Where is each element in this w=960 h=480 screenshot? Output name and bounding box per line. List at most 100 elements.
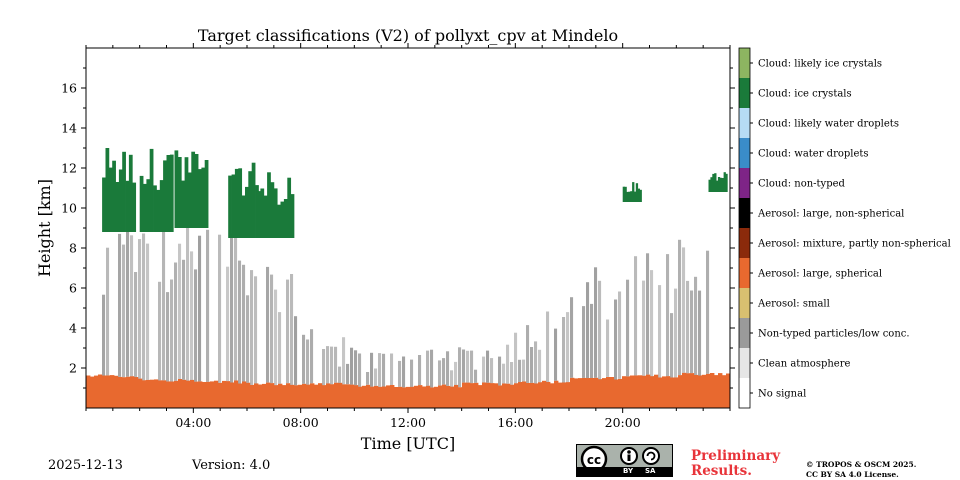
aerosol-column <box>266 382 271 408</box>
ice-cloud-column <box>708 179 711 192</box>
legend-swatch <box>739 48 750 78</box>
non-typed-column <box>514 332 518 384</box>
aerosol-column <box>290 384 295 408</box>
non-typed-column <box>190 251 194 380</box>
non-typed-column <box>706 250 710 374</box>
legend-label: No signal <box>758 389 806 400</box>
aerosol-column <box>246 382 251 408</box>
legend-colorbar: Cloud: likely ice crystals Cloud: ice cry… <box>738 47 951 409</box>
aerosol-column <box>550 383 555 408</box>
non-typed-column <box>378 353 382 387</box>
ice-cloud-column <box>723 172 726 192</box>
aerosol-column <box>678 375 683 408</box>
non-typed-column <box>250 270 254 385</box>
ice-cloud-column <box>260 188 265 238</box>
ice-cloud-column <box>280 201 285 238</box>
aerosol-column <box>558 382 563 408</box>
non-typed-column <box>302 334 306 384</box>
aerosol-column <box>418 385 423 408</box>
aerosol-column <box>634 375 639 408</box>
non-typed-column <box>442 358 446 385</box>
non-typed-column <box>174 262 178 381</box>
non-typed-column <box>138 239 142 379</box>
non-typed-column <box>246 295 250 383</box>
aerosol-column <box>718 373 723 408</box>
ice-cloud-column <box>635 183 639 202</box>
legend-swatch <box>739 288 750 318</box>
non-typed-column <box>634 256 638 376</box>
aerosol-column <box>230 382 235 408</box>
non-typed-column <box>254 276 258 384</box>
ice-cloud-column <box>169 154 174 232</box>
ice-cloud-column <box>267 172 271 238</box>
aerosol-column <box>430 387 435 408</box>
non-typed-column <box>426 350 430 386</box>
cc-badge-sa: SA <box>645 467 656 475</box>
aerosol-column <box>398 386 403 408</box>
aerosol-column <box>386 385 391 408</box>
non-typed-column <box>350 347 354 385</box>
aerosol-column <box>110 375 115 408</box>
ice-cloud-column <box>139 175 144 232</box>
aerosol-column <box>410 386 415 408</box>
aerosol-column <box>514 383 519 408</box>
non-typed-column <box>182 259 186 380</box>
aerosol-column <box>606 377 611 408</box>
aerosol-column <box>526 382 531 408</box>
aerosol-column <box>446 385 451 408</box>
non-typed-column <box>342 337 346 385</box>
non-typed-column <box>366 372 370 385</box>
classification-heatmap <box>86 148 731 408</box>
aerosol-column <box>262 383 267 408</box>
aerosol-column <box>662 376 667 408</box>
aerosol-column <box>598 379 603 408</box>
aerosol-column <box>658 377 663 408</box>
aerosol-column <box>354 385 359 408</box>
aerosol-column <box>702 374 707 408</box>
ice-cloud-column <box>710 177 713 192</box>
non-typed-column <box>598 280 602 380</box>
non-typed-column <box>122 244 126 378</box>
ice-cloud-column <box>194 154 199 228</box>
aerosol-column <box>298 384 303 408</box>
y-tick-label: 8 <box>69 241 77 256</box>
non-typed-column <box>218 234 222 383</box>
non-typed-column <box>690 290 694 374</box>
non-typed-column <box>166 292 170 382</box>
non-typed-column <box>330 346 334 385</box>
non-typed-column <box>294 316 298 386</box>
aerosol-column <box>466 382 471 408</box>
ice-cloud-column <box>717 177 721 192</box>
aerosol-column <box>270 383 275 408</box>
ice-cloud-column <box>125 180 130 232</box>
aerosol-column <box>518 382 523 408</box>
ice-cloud-column <box>201 167 206 228</box>
non-typed-column <box>682 247 686 373</box>
ice-cloud-column <box>725 173 728 192</box>
aerosol-column <box>638 375 643 408</box>
non-typed-column <box>126 227 130 377</box>
aerosol-column <box>150 379 155 408</box>
svg-text:cc: cc <box>587 453 601 467</box>
non-typed-column <box>162 222 166 381</box>
ice-cloud-column <box>290 194 295 238</box>
aerosol-column <box>602 378 607 408</box>
x-tick-label: 04:00 <box>175 415 211 430</box>
ice-cloud-column <box>245 186 249 238</box>
aerosol-column <box>498 385 503 408</box>
non-typed-column <box>642 280 646 376</box>
ice-cloud-column <box>112 160 116 232</box>
non-typed-column <box>670 313 674 378</box>
aerosol-column <box>134 377 139 408</box>
aerosol-column <box>682 372 687 408</box>
ice-cloud-column <box>238 168 243 238</box>
aerosol-column <box>722 375 727 408</box>
aerosol-column <box>334 382 339 408</box>
ice-cloud-column <box>273 188 278 238</box>
aerosol-column <box>714 375 719 408</box>
non-typed-column <box>130 235 134 377</box>
non-typed-column <box>278 312 282 384</box>
aerosol-column <box>278 383 283 408</box>
aerosol-column <box>694 374 699 408</box>
